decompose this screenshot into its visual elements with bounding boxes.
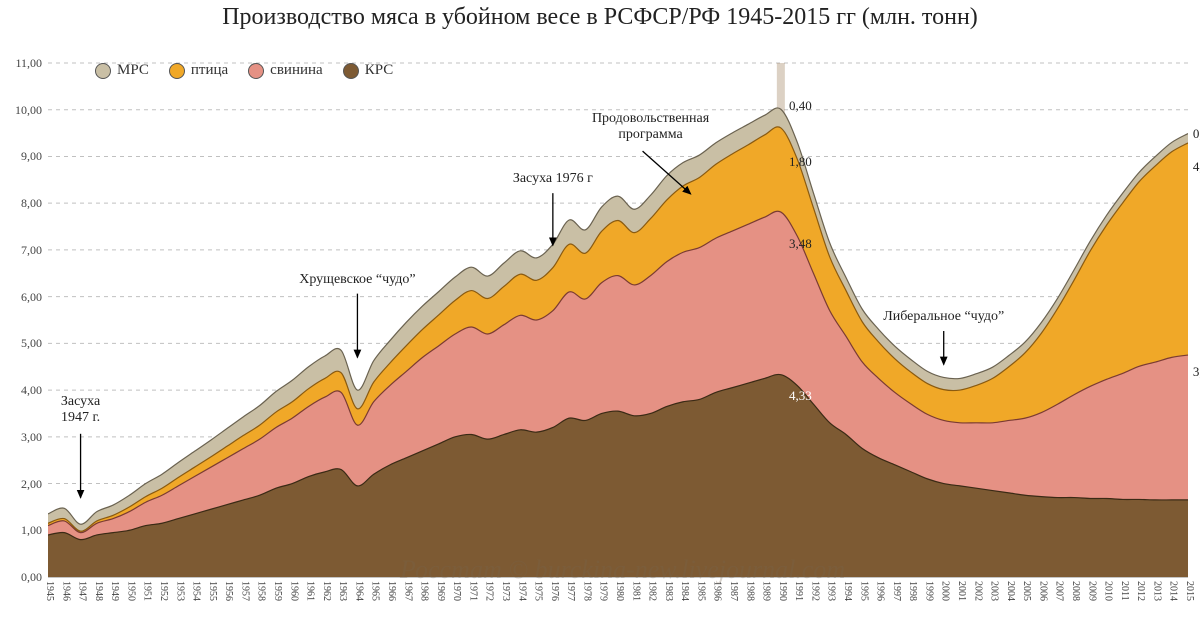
x-tick-label: 2002 — [972, 581, 983, 601]
x-tick-label: 1951 — [142, 581, 153, 601]
swatch-mrs — [95, 63, 111, 79]
chart-title: Производство мяса в убойном весе в РСФСР… — [0, 4, 1200, 31]
value-label: 1,80 — [789, 154, 812, 170]
x-tick-label: 1960 — [288, 581, 299, 601]
x-tick-label: 2013 — [1151, 581, 1162, 601]
x-tick-label: 1946 — [60, 581, 71, 601]
x-tick-label: 1945 — [44, 581, 55, 601]
x-tick-label: 2004 — [1005, 581, 1016, 601]
y-tick-label: 11,00 — [4, 56, 42, 71]
y-tick-label: 7,00 — [4, 243, 42, 258]
y-tick-label: 9,00 — [4, 149, 42, 164]
x-tick-label: 1950 — [125, 581, 136, 601]
value-label: 4,33 — [789, 388, 812, 404]
x-tick-label: 2014 — [1168, 581, 1179, 601]
x-tick-label: 2012 — [1135, 581, 1146, 601]
y-tick-label: 1,00 — [4, 523, 42, 538]
legend-item-poultry: птица — [169, 62, 228, 79]
x-tick-label: 1948 — [93, 581, 104, 601]
legend-label-poultry: птица — [191, 62, 228, 79]
legend-label-mrs: МРС — [117, 62, 149, 79]
swatch-poultry — [169, 63, 185, 79]
y-tick-label: 8,00 — [4, 196, 42, 211]
x-tick-label: 1996 — [875, 581, 886, 601]
legend-item-cattle: КРС — [343, 62, 394, 79]
x-tick-label: 2009 — [1086, 581, 1097, 601]
value-label: 4,54 — [1193, 159, 1200, 175]
x-tick-label: 1956 — [223, 581, 234, 601]
x-tick-label: 1964 — [353, 581, 364, 601]
x-tick-label: 1966 — [386, 581, 397, 601]
x-tick-label: 1965 — [370, 581, 381, 601]
x-tick-label: 2015 — [1184, 581, 1195, 601]
x-tick-label: 1961 — [305, 581, 316, 601]
value-label: 0,20 — [1193, 126, 1200, 142]
x-tick-label: 2011 — [1119, 581, 1130, 601]
x-tick-label: 1954 — [191, 581, 202, 601]
x-tick-label: 1997 — [891, 581, 902, 601]
y-tick-label: 0,00 — [4, 570, 42, 585]
value-label: 3,48 — [789, 236, 812, 252]
x-tick-label: 1955 — [207, 581, 218, 601]
y-tick-label: 10,00 — [4, 103, 42, 118]
y-tick-label: 6,00 — [4, 290, 42, 305]
y-tick-label: 4,00 — [4, 383, 42, 398]
x-tick-label: 2007 — [1054, 581, 1065, 601]
plot-area — [48, 55, 1188, 610]
x-tick-label: 1947 — [77, 581, 88, 601]
legend-item-mrs: МРС — [95, 62, 149, 79]
swatch-pork — [248, 63, 264, 79]
x-tick-label: 1952 — [158, 581, 169, 601]
x-tick-label: 2001 — [956, 581, 967, 601]
chart-container: Производство мяса в убойном весе в РСФСР… — [0, 0, 1200, 643]
legend-item-pork: свинина — [248, 62, 323, 79]
x-tick-label: 2003 — [989, 581, 1000, 601]
x-tick-label: 1953 — [174, 581, 185, 601]
y-tick-label: 3,00 — [4, 430, 42, 445]
value-label: 0,40 — [789, 98, 812, 114]
legend-label-pork: свинина — [270, 62, 323, 79]
plot-svg — [48, 55, 1188, 610]
x-tick-label: 1959 — [272, 581, 283, 601]
x-tick-label: 1962 — [321, 581, 332, 601]
watermark: Росстат © burckina-new.livejournal.com — [400, 555, 845, 585]
swatch-cattle — [343, 63, 359, 79]
x-tick-label: 1995 — [858, 581, 869, 601]
x-tick-label: 2000 — [940, 581, 951, 601]
x-tick-label: 1998 — [907, 581, 918, 601]
x-tick-label: 1963 — [337, 581, 348, 601]
x-tick-label: 1949 — [109, 581, 120, 601]
legend: МРС птица свинина КРС — [95, 62, 393, 79]
legend-label-cattle: КРС — [365, 62, 394, 79]
x-tick-label: 2006 — [1037, 581, 1048, 601]
y-tick-label: 2,00 — [4, 477, 42, 492]
x-tick-label: 2008 — [1070, 581, 1081, 601]
x-tick-label: 1957 — [239, 581, 250, 601]
value-label: 3,10 — [1193, 364, 1200, 380]
x-tick-label: 1999 — [923, 581, 934, 601]
x-tick-label: 2010 — [1103, 581, 1114, 601]
y-tick-label: 5,00 — [4, 336, 42, 351]
x-tick-label: 2005 — [1021, 581, 1032, 601]
value-label: 1,65 — [1193, 514, 1200, 530]
x-tick-label: 1958 — [256, 581, 267, 601]
